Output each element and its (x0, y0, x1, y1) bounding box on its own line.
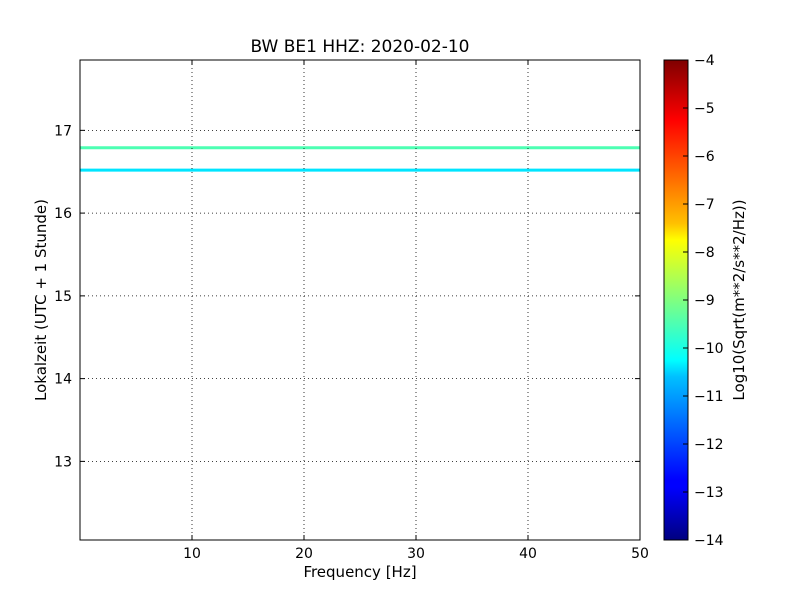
x-tick-label: 20 (295, 546, 313, 562)
colorbar-label: Log10(Sqrt(m**2/s**2/Hz)) (730, 199, 748, 400)
colorbar-tick-label: −4 (694, 53, 715, 69)
colorbar-tick-label: −10 (694, 341, 724, 357)
x-axis-ticks: 10 20 30 40 50 (183, 60, 649, 562)
y-axis-ticks: 13 14 15 16 17 (54, 123, 640, 470)
y-tick-label: 15 (54, 289, 72, 305)
colorbar-tick-label: −13 (694, 485, 724, 501)
x-axis-label: Frequency [Hz] (303, 563, 416, 581)
colorbar-tick-label: −6 (694, 149, 715, 165)
colorbar-tick-label: −5 (694, 101, 715, 117)
y-tick-label: 14 (54, 372, 72, 388)
y-axis-label: Lokalzeit (UTC + 1 Stunde) (32, 199, 50, 401)
colorbar-tick-label: −9 (694, 293, 715, 309)
x-tick-label: 40 (519, 546, 537, 562)
colorbar-tick-label: −11 (694, 389, 724, 405)
x-tick-label: 50 (631, 546, 649, 562)
y-tick-label: 16 (54, 206, 72, 222)
colorbar-tick-label: −14 (694, 533, 724, 549)
x-tick-label: 10 (183, 546, 201, 562)
y-tick-label: 17 (54, 123, 72, 139)
colorbar-tick-label: −12 (694, 437, 724, 453)
x-tick-label: 30 (407, 546, 425, 562)
colorbar-ticks: −4 −5 −6 −7 −8 −9 −10 −11 −12 −13 −14 (683, 53, 724, 549)
chart-title: BW BE1 HHZ: 2020-02-10 (250, 37, 469, 57)
grid-lines (80, 60, 640, 540)
plot-frame (79, 59, 641, 541)
y-tick-label: 13 (54, 454, 72, 470)
spectrogram-heatmap (80, 146, 640, 172)
colorbar-tick-label: −8 (694, 245, 715, 261)
colorbar-tick-label: −7 (694, 197, 715, 213)
